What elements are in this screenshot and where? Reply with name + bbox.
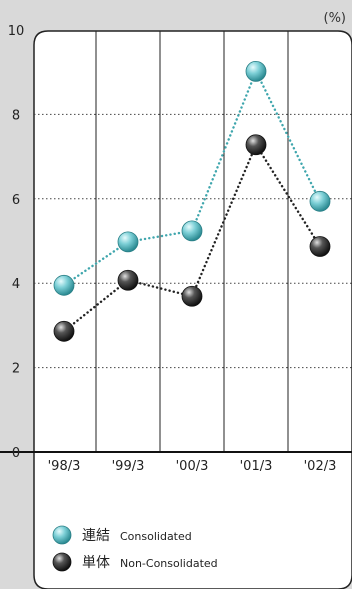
legend: 連結 Consolidated 単体 Non-Consolidated — [52, 525, 218, 572]
y-tick-label: 4 — [12, 277, 20, 292]
legend-marker-consolidated — [52, 525, 72, 545]
y-tick-label: 8 — [12, 108, 20, 123]
legend-marker-non-consolidated — [52, 552, 72, 572]
plot-panel — [33, 30, 352, 589]
x-tick-label: '98/3 — [48, 459, 81, 474]
data-point-non-consolidated — [309, 236, 331, 257]
data-point-consolidated — [53, 274, 75, 296]
data-point-non-consolidated — [245, 134, 267, 156]
data-point-non-consolidated — [181, 285, 203, 307]
x-tick-label: '02/3 — [304, 459, 337, 474]
y-tick-label: 0 — [12, 446, 20, 461]
data-point-consolidated — [117, 231, 139, 253]
legend-label-non-consolidated-en: Non-Consolidated — [120, 557, 218, 570]
unit-label: (%) — [324, 11, 347, 26]
y-tick-label: 2 — [12, 362, 20, 377]
x-tick-label: '99/3 — [112, 459, 145, 474]
data-point-non-consolidated — [117, 269, 139, 291]
data-point-consolidated — [245, 60, 267, 82]
x-tick-label: '00/3 — [176, 459, 209, 474]
data-point-consolidated — [181, 220, 203, 242]
y-tick-label: 6 — [12, 193, 20, 208]
y-tick-label: 10 — [8, 24, 25, 39]
series-line-non-consolidated — [62, 142, 322, 333]
legend-label-consolidated-ja: 連結 — [82, 528, 110, 544]
x-tick-label: '01/3 — [240, 459, 273, 474]
data-point-non-consolidated — [53, 320, 75, 342]
legend-label-non-consolidated-ja: 単体 — [82, 555, 110, 571]
data-point-consolidated — [309, 190, 331, 212]
legend-label-consolidated-en: Consolidated — [120, 530, 192, 543]
